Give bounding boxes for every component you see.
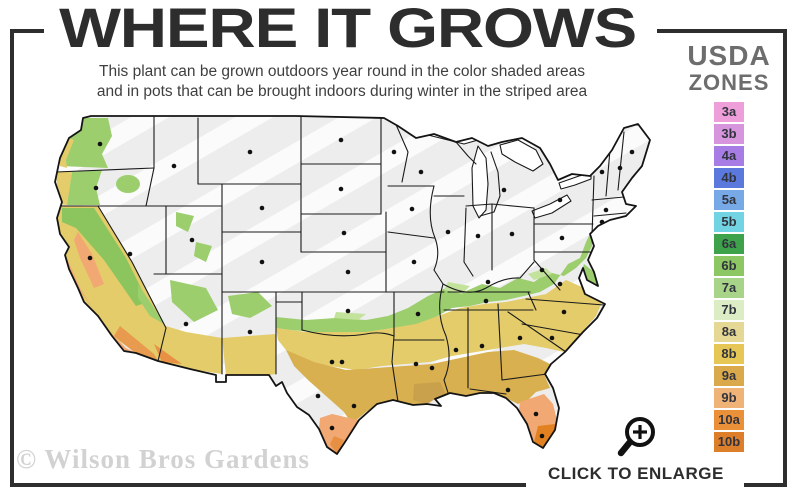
watermark: © Wilson Bros Gardens — [16, 444, 310, 474]
zone-chip-7a: 7a — [714, 278, 744, 298]
zone-chip-3a: 3a — [714, 102, 744, 122]
zone-chip-7b: 7b — [714, 300, 744, 320]
legend-title-zones: ZONES — [688, 70, 770, 95]
usda-zones-legend: USDA ZONES 3a 3b 4a 4b 5a 5b 6a 6b 7a 7b 8a 8b 9a 9b 1… — [678, 42, 780, 452]
zone-chip-6a: 6a — [714, 234, 744, 254]
page-subtitle: This plant can be grown outdoors year ro… — [22, 62, 662, 102]
usda-zone-map[interactable] — [35, 112, 657, 460]
zone-chip-6b: 6b — [714, 256, 744, 276]
zone-chip-8b: 8b — [714, 344, 744, 364]
zone-chip-9b: 9b — [714, 388, 744, 408]
lake-ontario — [558, 172, 592, 190]
magnifier-icon[interactable] — [612, 412, 662, 462]
lake-huron — [499, 139, 544, 172]
page-title: WHERE IT GROWS — [59, 0, 638, 59]
zone-chip-10b: 10b — [714, 432, 744, 452]
zone-chip-10a: 10a — [714, 410, 744, 430]
zone-chip-3b: 3b — [714, 124, 744, 144]
frame-right-line — [783, 29, 787, 487]
zone-chip-4b: 4b — [714, 168, 744, 188]
zone-list: 3a 3b 4a 4b 5a 5b 6a 6b 7a 7b 8a 8b 9a 9b 10a 10b — [678, 102, 780, 452]
state-borders — [55, 116, 627, 403]
zone-chip-4a: 4a — [714, 146, 744, 166]
city-dots — [87, 137, 635, 439]
subtitle-line-1: This plant can be grown outdoors year ro… — [99, 63, 585, 80]
subtitle-line-2: and in pots that can be brought indoors … — [96, 83, 588, 101]
zone-chip-5a: 5a — [714, 190, 744, 210]
zone-chip-5b: 5b — [714, 212, 744, 232]
frame-top-left-arm — [10, 29, 44, 33]
frame-top-right-line — [657, 29, 787, 33]
legend-title-usda: USDA — [687, 40, 771, 71]
frame-bottom-line — [10, 483, 526, 487]
click-to-enlarge-label[interactable]: CLICK TO ENLARGE — [548, 464, 724, 483]
zone-chip-8a: 8a — [714, 322, 744, 342]
zone-chip-9a: 9a — [714, 366, 744, 386]
frame-left-line — [10, 29, 14, 487]
us-map-svg — [54, 115, 651, 455]
frame-bottom-right-arm — [744, 483, 787, 487]
